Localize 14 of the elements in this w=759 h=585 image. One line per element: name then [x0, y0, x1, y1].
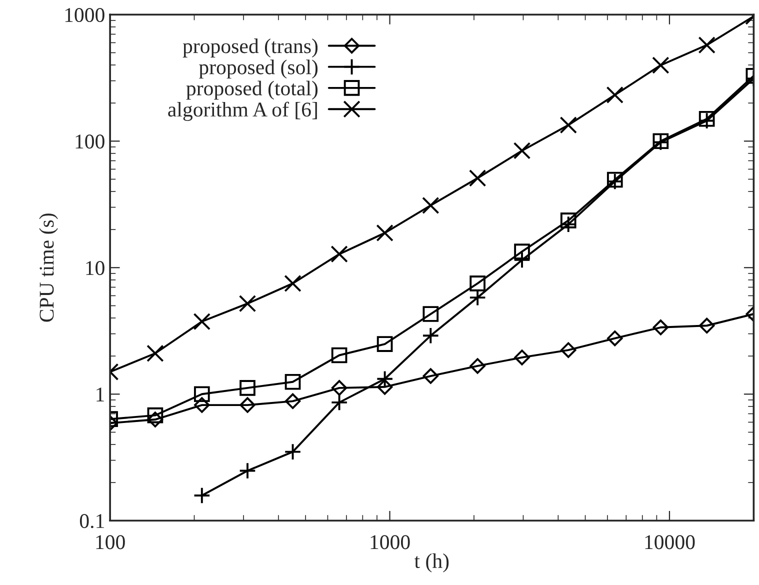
y-tick-label: 0.1: [80, 514, 104, 528]
x-tick-label: 10000: [645, 535, 695, 550]
x-tick-label: 100: [96, 535, 125, 550]
y-tick-label: 1000: [65, 8, 104, 22]
x-axis-title: t (h): [414, 553, 449, 572]
legend-label: proposed (trans): [182, 38, 318, 58]
y-tick-label: 100: [76, 134, 104, 149]
legend-label: algorithm A of [6]: [168, 102, 317, 121]
x-tick-label: 1000: [370, 535, 410, 550]
legend-label: proposed (sol): [199, 60, 318, 79]
y-tick-label: 1: [96, 388, 104, 402]
legend-label: proposed (total): [186, 80, 318, 100]
y-axis-title: CPU time (s): [39, 214, 58, 322]
y-tick-label: 10: [86, 261, 104, 276]
